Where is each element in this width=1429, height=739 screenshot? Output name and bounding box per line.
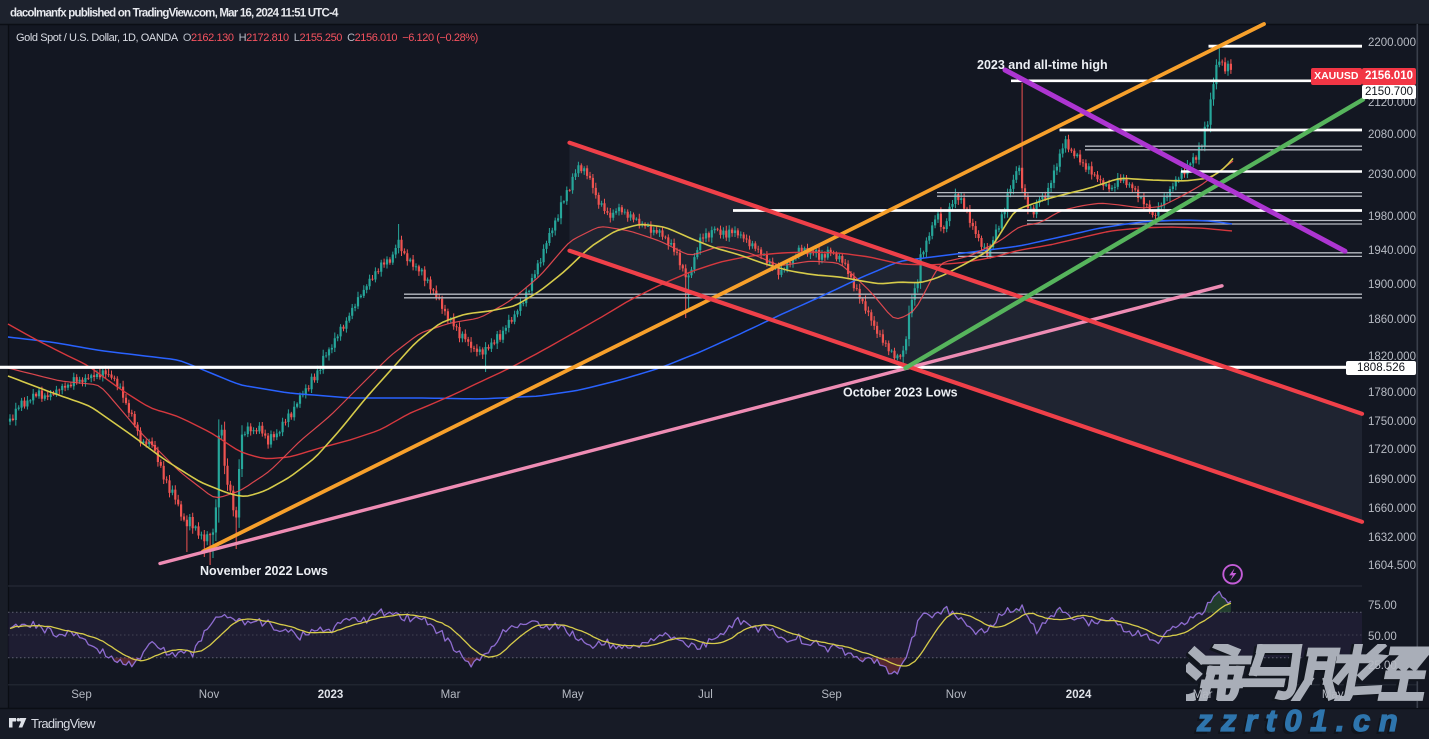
svg-text:October 2023 Lows: October 2023 Lows	[843, 386, 958, 400]
svg-text:November 2022 Lows: November 2022 Lows	[200, 564, 328, 578]
svg-text:2023 and all-time high: 2023 and all-time high	[977, 58, 1108, 72]
svg-text:dacolmanfx published on Tradin: dacolmanfx published on TradingView.com,…	[10, 8, 339, 20]
svg-text:Gold Spot / U.S. Dollar, 1D, O: Gold Spot / U.S. Dollar, 1D, OANDA O2162…	[16, 32, 478, 44]
